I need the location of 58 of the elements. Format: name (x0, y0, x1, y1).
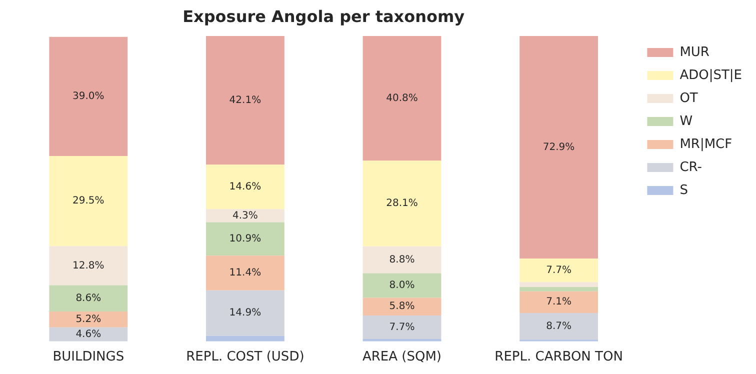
legend-label: OT (680, 90, 698, 106)
data-label: 14.6% (229, 181, 262, 192)
bar (49, 36, 128, 156)
x-tick-label: AREA (SQM) (362, 350, 442, 365)
data-label: 8.8% (389, 254, 415, 266)
bar (520, 36, 598, 259)
bar (362, 36, 442, 161)
data-label: 11.4% (229, 268, 262, 279)
bar (520, 291, 598, 313)
legend-label: MR|MCF (680, 136, 732, 152)
data-label: 8.6% (76, 292, 102, 304)
bar (49, 311, 128, 328)
data-label: 7.1% (546, 296, 572, 308)
bar (362, 315, 442, 339)
bar (206, 164, 284, 210)
bar (206, 290, 284, 336)
legend-label: S (680, 182, 688, 198)
bar (206, 209, 284, 222)
data-label: 4.3% (232, 210, 258, 222)
data-label: 7.7% (389, 322, 415, 333)
bar (362, 298, 442, 316)
bar (49, 285, 128, 312)
legend-label: ADO|ST|E (680, 68, 742, 83)
legend-label: MUR (680, 44, 710, 60)
bar (206, 222, 284, 256)
bar (49, 246, 128, 286)
legend-label: CR- (680, 160, 702, 175)
bar (520, 313, 598, 340)
data-label: 5.8% (389, 301, 415, 312)
data-label: 14.9% (229, 308, 262, 319)
bar (206, 256, 284, 290)
data-label: 72.9% (542, 142, 575, 153)
data-label: 8.7% (546, 320, 572, 332)
bar (49, 156, 128, 246)
data-label: 7.7% (546, 264, 572, 276)
legend-label: W (680, 114, 693, 129)
x-tick-label: REPL. COST (USD) (186, 350, 304, 365)
chart-title: Exposure Angola per taxonomy (182, 7, 466, 26)
bar (520, 287, 598, 292)
bar (206, 336, 284, 342)
data-label: 39.0% (72, 91, 104, 102)
data-label: 5.2% (76, 314, 102, 326)
data-label: 29.5% (72, 196, 104, 207)
bar (362, 246, 442, 274)
data-label: 10.9% (229, 234, 262, 245)
bar (520, 282, 598, 288)
bar (520, 258, 598, 282)
data-label: 40.8% (386, 92, 418, 104)
data-label: 4.6% (76, 328, 102, 340)
data-label: 8.0% (389, 280, 415, 292)
data-label: 28.1% (386, 198, 418, 210)
x-tick-label: REPL. CARBON TON (494, 350, 623, 365)
bar (362, 160, 442, 246)
data-label: 12.8% (72, 260, 104, 272)
bar (362, 273, 442, 298)
data-label: 42.1% (229, 94, 262, 106)
bar (206, 36, 284, 165)
x-tick-label: BUILDINGS (52, 350, 124, 365)
